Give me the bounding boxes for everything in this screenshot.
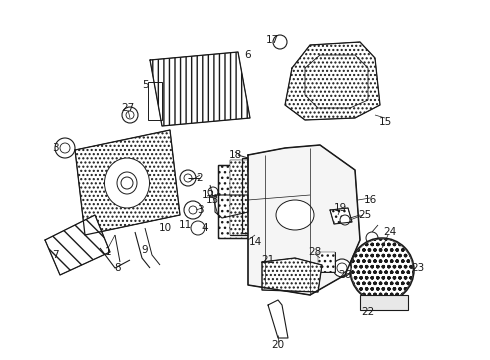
Polygon shape [248, 145, 360, 295]
Text: 3: 3 [51, 143, 58, 153]
Circle shape [180, 170, 196, 186]
Text: 13: 13 [205, 195, 219, 205]
Circle shape [55, 138, 75, 158]
Bar [318, 252, 335, 272]
Circle shape [372, 260, 392, 280]
Polygon shape [150, 52, 250, 126]
Text: 1: 1 [105, 247, 111, 257]
Polygon shape [262, 258, 322, 292]
Polygon shape [230, 160, 268, 235]
Ellipse shape [104, 158, 149, 208]
Text: 10: 10 [158, 223, 172, 233]
Text: 24: 24 [383, 227, 396, 237]
Text: 15: 15 [378, 117, 392, 127]
Polygon shape [330, 208, 352, 224]
Text: 19: 19 [333, 203, 346, 213]
Bar [242, 158, 280, 233]
Text: 14: 14 [248, 237, 262, 247]
Polygon shape [318, 252, 335, 272]
Polygon shape [45, 215, 110, 275]
Text: 16: 16 [364, 195, 377, 205]
Text: 23: 23 [412, 263, 425, 273]
Text: 7: 7 [51, 250, 58, 260]
Circle shape [60, 143, 70, 153]
Text: 20: 20 [271, 340, 285, 350]
Text: 18: 18 [228, 150, 242, 160]
Circle shape [126, 111, 134, 119]
Circle shape [333, 259, 351, 277]
Ellipse shape [117, 172, 137, 194]
Circle shape [340, 215, 350, 225]
Text: 6: 6 [245, 50, 251, 60]
Ellipse shape [276, 200, 314, 230]
Text: 4: 4 [202, 223, 208, 233]
Text: 3: 3 [196, 205, 203, 215]
Circle shape [360, 248, 404, 292]
Bar [230, 160, 268, 235]
Bar [218, 165, 258, 238]
Bar [148, 82, 162, 120]
Text: 5: 5 [142, 80, 148, 90]
Circle shape [122, 107, 138, 123]
Text: 28: 28 [308, 247, 321, 257]
Text: 21: 21 [261, 255, 274, 265]
Text: 2: 2 [196, 173, 203, 183]
Text: 8: 8 [115, 263, 122, 273]
Circle shape [184, 201, 202, 219]
Text: 9: 9 [142, 245, 148, 255]
Bar [218, 165, 258, 238]
Polygon shape [75, 130, 180, 235]
Circle shape [191, 221, 205, 235]
Circle shape [366, 232, 378, 244]
Circle shape [351, 239, 413, 301]
Text: 22: 22 [362, 307, 375, 317]
Text: 26: 26 [339, 270, 352, 280]
Text: 12: 12 [201, 190, 215, 200]
Circle shape [337, 263, 347, 273]
Circle shape [273, 35, 287, 49]
Circle shape [350, 238, 414, 302]
Text: 17: 17 [266, 35, 279, 45]
Bar [360, 295, 408, 310]
Circle shape [189, 206, 197, 214]
Circle shape [184, 174, 192, 182]
Text: 27: 27 [122, 103, 135, 113]
Circle shape [121, 177, 133, 189]
Text: 25: 25 [358, 210, 371, 220]
Polygon shape [285, 42, 380, 120]
Circle shape [208, 187, 218, 197]
Text: 11: 11 [178, 220, 192, 230]
